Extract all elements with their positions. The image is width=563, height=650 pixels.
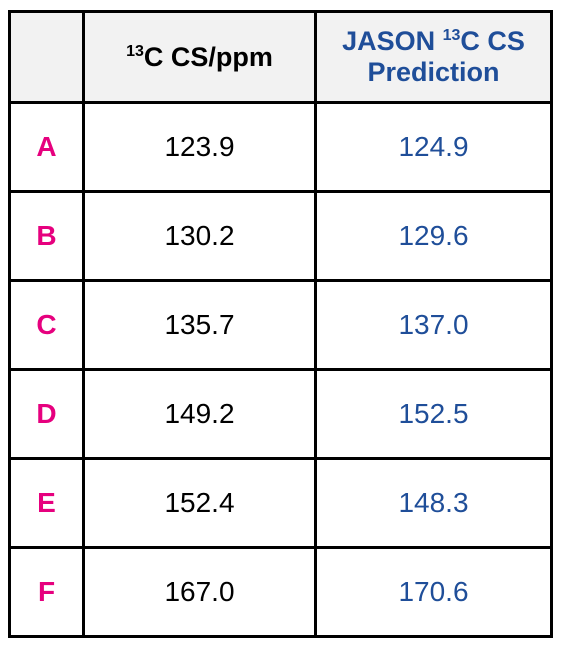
table-row: B 130.2 129.6	[8, 190, 553, 282]
header-text: C CS/ppm	[143, 41, 273, 72]
measured-cs: 152.4	[82, 457, 317, 549]
row-label: A	[8, 101, 85, 193]
row-label: C	[8, 279, 85, 371]
cs-table: 13C CS/ppm JASON 13C CS Prediction A 123.9…	[8, 10, 553, 638]
table-row: D 149.2 152.5	[8, 368, 553, 460]
predicted-cs: 137.0	[314, 279, 553, 371]
measured-cs: 167.0	[82, 546, 317, 638]
row-label: D	[8, 368, 85, 460]
row-label: B	[8, 190, 85, 282]
predicted-cs: 152.5	[314, 368, 553, 460]
table-row: E 152.4 148.3	[8, 457, 553, 549]
header-row: 13C CS/ppm JASON 13C CS Prediction	[8, 10, 553, 104]
predicted-cs: 129.6	[314, 190, 553, 282]
row-label: E	[8, 457, 85, 549]
predicted-cs: 148.3	[314, 457, 553, 549]
row-label: F	[8, 546, 85, 638]
table-row: F 167.0 170.6	[8, 546, 553, 638]
header-cell: JASON 13C CS Prediction	[314, 10, 553, 104]
measured-cs: 130.2	[82, 190, 317, 282]
superscript: 13	[126, 42, 144, 60]
header-text: C CS	[460, 26, 525, 56]
header-text: JASON	[342, 26, 436, 56]
header-corner	[8, 10, 85, 104]
header-cell: 13C CS/ppm	[82, 10, 317, 104]
measured-cs: 123.9	[82, 101, 317, 193]
measured-cs: 135.7	[82, 279, 317, 371]
table-row: A 123.9 124.9	[8, 101, 553, 193]
table-body: A 123.9 124.9 B 130.2 129.6 C 135.7 137.0 D 149.2 1…	[8, 101, 553, 638]
measured-cs: 149.2	[82, 368, 317, 460]
table-row: C 135.7 137.0	[8, 279, 553, 371]
predicted-cs: 170.6	[314, 546, 553, 638]
header-text: Prediction	[367, 57, 500, 87]
superscript: 13	[442, 27, 461, 44]
predicted-cs: 124.9	[314, 101, 553, 193]
